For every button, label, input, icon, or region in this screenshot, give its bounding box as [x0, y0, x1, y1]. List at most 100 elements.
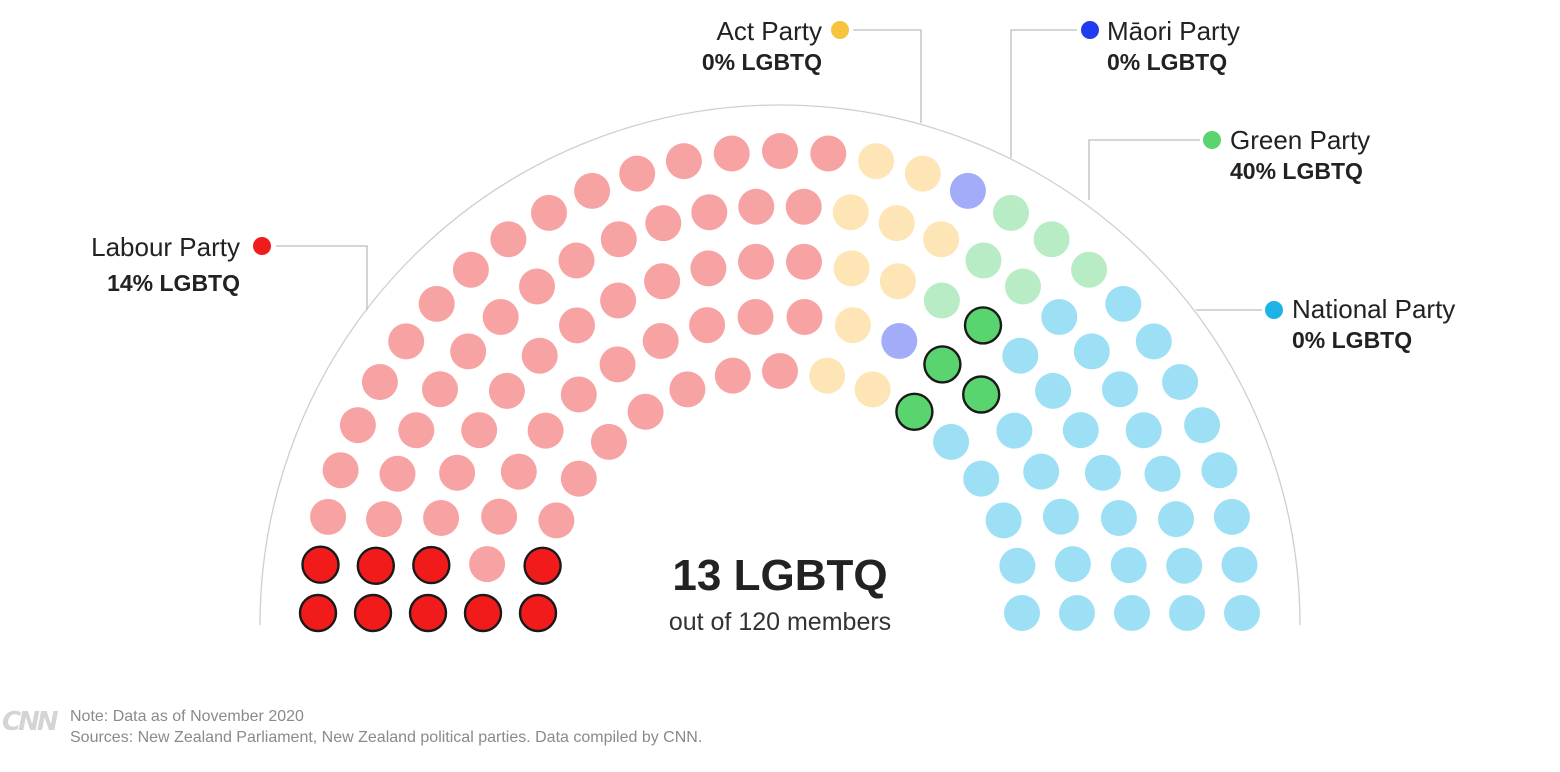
seat-lgbtq — [412, 545, 451, 585]
seat — [738, 243, 774, 280]
seat — [1100, 500, 1137, 536]
maori-leader-line — [1010, 29, 1077, 158]
green-name: Green Party — [1230, 125, 1370, 155]
seat — [521, 337, 558, 374]
seat — [469, 546, 506, 583]
seat — [665, 143, 702, 180]
seat — [600, 282, 637, 319]
seat — [737, 299, 774, 335]
seat — [599, 346, 636, 383]
seat — [1073, 333, 1110, 370]
national-name: National Party — [1292, 294, 1455, 324]
seat-lgbtq — [356, 546, 395, 585]
seat — [423, 500, 460, 536]
seat — [366, 501, 402, 538]
seat — [785, 188, 822, 225]
cnn-logo: CNN — [2, 707, 59, 737]
seat — [1002, 337, 1039, 374]
seat — [322, 452, 359, 489]
seat — [1033, 221, 1070, 258]
seat — [933, 423, 970, 460]
seat — [1059, 595, 1095, 631]
maori-stat: 0% LGBTQ — [1107, 49, 1227, 75]
center-subline: out of 120 members — [669, 608, 891, 636]
seat — [642, 323, 679, 359]
seat — [923, 282, 960, 319]
seat — [645, 205, 682, 242]
party-label-green: Green Party 40% LGBTQ — [1203, 125, 1370, 184]
seat — [559, 307, 595, 344]
seat — [949, 172, 986, 209]
seat — [558, 242, 595, 279]
seat — [1224, 595, 1260, 631]
seat — [713, 135, 750, 172]
seat — [560, 460, 597, 497]
center-headline: 13 LGBTQ — [672, 551, 887, 600]
seat — [388, 323, 425, 360]
seat — [1023, 453, 1060, 490]
labour-leader-line — [276, 245, 368, 310]
seat — [834, 307, 871, 344]
seat — [422, 371, 458, 408]
seat — [500, 453, 537, 490]
seat — [538, 502, 575, 539]
seat — [452, 251, 489, 288]
seat — [1062, 412, 1099, 449]
seat — [1221, 546, 1258, 583]
seat — [619, 155, 656, 192]
footer-sources: Sources: New Zealand Parliament, New Zea… — [70, 729, 703, 746]
party-label-national: National Party 0% LGBTQ — [1265, 294, 1455, 353]
seat — [644, 263, 681, 300]
seat — [1184, 407, 1221, 444]
seat — [1144, 455, 1181, 492]
maori-legend-dot — [1081, 21, 1099, 39]
seat — [762, 353, 798, 389]
seat — [993, 194, 1029, 231]
seat — [590, 423, 627, 460]
seat-lgbtq — [923, 345, 962, 384]
seat — [398, 412, 435, 449]
seat-lgbtq — [962, 375, 1001, 414]
seat — [519, 268, 555, 305]
seat — [1166, 547, 1203, 584]
labour-name: Labour Party — [91, 232, 240, 262]
act-stat: 0% LGBTQ — [702, 49, 822, 75]
seat-lgbtq — [353, 593, 393, 633]
act-legend-dot — [831, 21, 849, 39]
seat — [1110, 547, 1147, 584]
seat — [963, 460, 1000, 497]
seat — [450, 333, 487, 370]
seat — [881, 323, 918, 359]
seat — [904, 155, 941, 192]
party-label-labour: Labour Party 14% LGBTQ — [91, 232, 271, 296]
seat — [627, 393, 664, 430]
seat-lgbtq — [523, 546, 562, 585]
seat — [691, 194, 728, 231]
seat — [1042, 498, 1079, 535]
seat — [1213, 498, 1250, 535]
labour-stat: 14% LGBTQ — [107, 270, 240, 296]
footer: Note: Data as of November 2020 Sources: … — [70, 706, 702, 748]
seat-lgbtq — [963, 306, 1003, 345]
seat — [418, 285, 455, 322]
leader-lines — [276, 29, 1262, 311]
seat — [809, 357, 846, 394]
seat-lgbtq — [298, 593, 338, 633]
seat — [878, 205, 915, 242]
seat — [481, 498, 518, 535]
act-leader-line — [853, 29, 922, 123]
seat — [461, 412, 498, 449]
seat — [1105, 285, 1142, 322]
seat-lgbtq — [463, 593, 503, 633]
party-label-act: Act Party 0% LGBTQ — [702, 16, 849, 75]
seat — [439, 454, 476, 491]
chamber-arc — [259, 104, 1301, 626]
seat — [714, 357, 751, 394]
seat — [833, 250, 870, 287]
seat — [1041, 299, 1078, 335]
seat — [1158, 501, 1194, 538]
seat — [1084, 454, 1121, 491]
green-legend-dot — [1203, 131, 1221, 149]
seat — [531, 194, 567, 231]
national-stat: 0% LGBTQ — [1292, 327, 1412, 353]
